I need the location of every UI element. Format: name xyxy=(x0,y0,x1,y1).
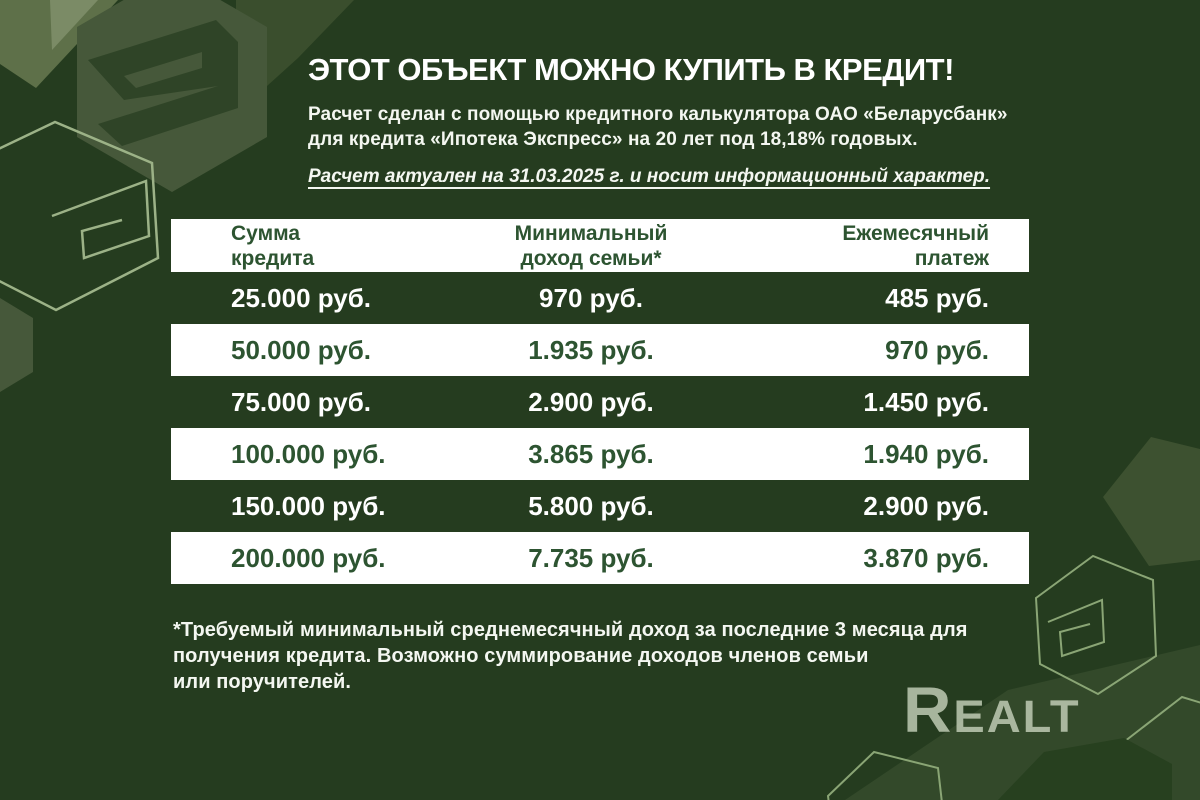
cell-monthly-payment: 1.940 руб. xyxy=(863,438,989,469)
cell-monthly-payment: 3.870 руб. xyxy=(863,542,989,573)
cell-min-income: 970 руб. xyxy=(539,282,643,313)
col-header-min-income: Минимальный доход семьи* xyxy=(514,221,668,270)
table-row: 75.000 руб. 2.900 руб. 1.450 руб. xyxy=(171,376,1029,428)
table-row: 50.000 руб. 1.935 руб. 970 руб. xyxy=(171,324,1029,376)
credit-table: Сумма кредита Минимальный доход семьи* Е… xyxy=(171,219,1029,584)
cell-min-income: 5.800 руб. xyxy=(528,490,654,521)
cell-credit-sum: 200.000 руб. xyxy=(231,542,386,573)
cell-credit-sum: 25.000 руб. xyxy=(231,282,372,313)
cell-credit-sum: 75.000 руб. xyxy=(231,386,372,417)
page-title: ЭТОТ ОБЪЕКТ МОЖНО КУПИТЬ В КРЕДИТ! xyxy=(308,52,954,87)
hexagon-cluster-bottom-right-icon xyxy=(826,437,1200,800)
cell-min-income: 3.865 руб. xyxy=(528,438,654,469)
validity-note: Расчет актуален на 31.03.2025 г. и носит… xyxy=(308,166,991,187)
cell-credit-sum: 50.000 руб. xyxy=(231,334,372,365)
cell-min-income: 2.900 руб. xyxy=(528,386,654,417)
cell-credit-sum: 100.000 руб. xyxy=(231,438,386,469)
cell-monthly-payment: 1.450 руб. xyxy=(863,386,989,417)
col-header-credit-sum: Сумма кредита xyxy=(231,221,315,270)
table-row: 200.000 руб. 7.735 руб. 3.870 руб. xyxy=(171,532,1029,584)
cell-credit-sum: 150.000 руб. xyxy=(231,490,386,521)
table-header-row: Сумма кредита Минимальный доход семьи* Е… xyxy=(171,219,1029,272)
table-row: 100.000 руб. 3.865 руб. 1.940 руб. xyxy=(171,428,1029,480)
income-footnote: *Требуемый минимальный среднемесячный до… xyxy=(173,619,968,693)
cell-min-income: 7.735 руб. xyxy=(528,542,654,573)
table-row: 25.000 руб. 970 руб. 485 руб. xyxy=(171,272,1029,324)
calculation-description: Расчет сделан с помощью кредитного кальк… xyxy=(308,104,1008,150)
cell-min-income: 1.935 руб. xyxy=(528,334,654,365)
cell-monthly-payment: 970 руб. xyxy=(885,334,989,365)
col-header-monthly-payment: Ежемесячный платеж xyxy=(842,221,989,270)
table-row: 150.000 руб. 5.800 руб. 2.900 руб. xyxy=(171,480,1029,532)
hexagon-cluster-top-left-icon xyxy=(0,0,354,392)
realt-logo: Realt xyxy=(903,674,1081,747)
cell-monthly-payment: 2.900 руб. xyxy=(863,490,989,521)
cell-monthly-payment: 485 руб. xyxy=(885,282,989,313)
